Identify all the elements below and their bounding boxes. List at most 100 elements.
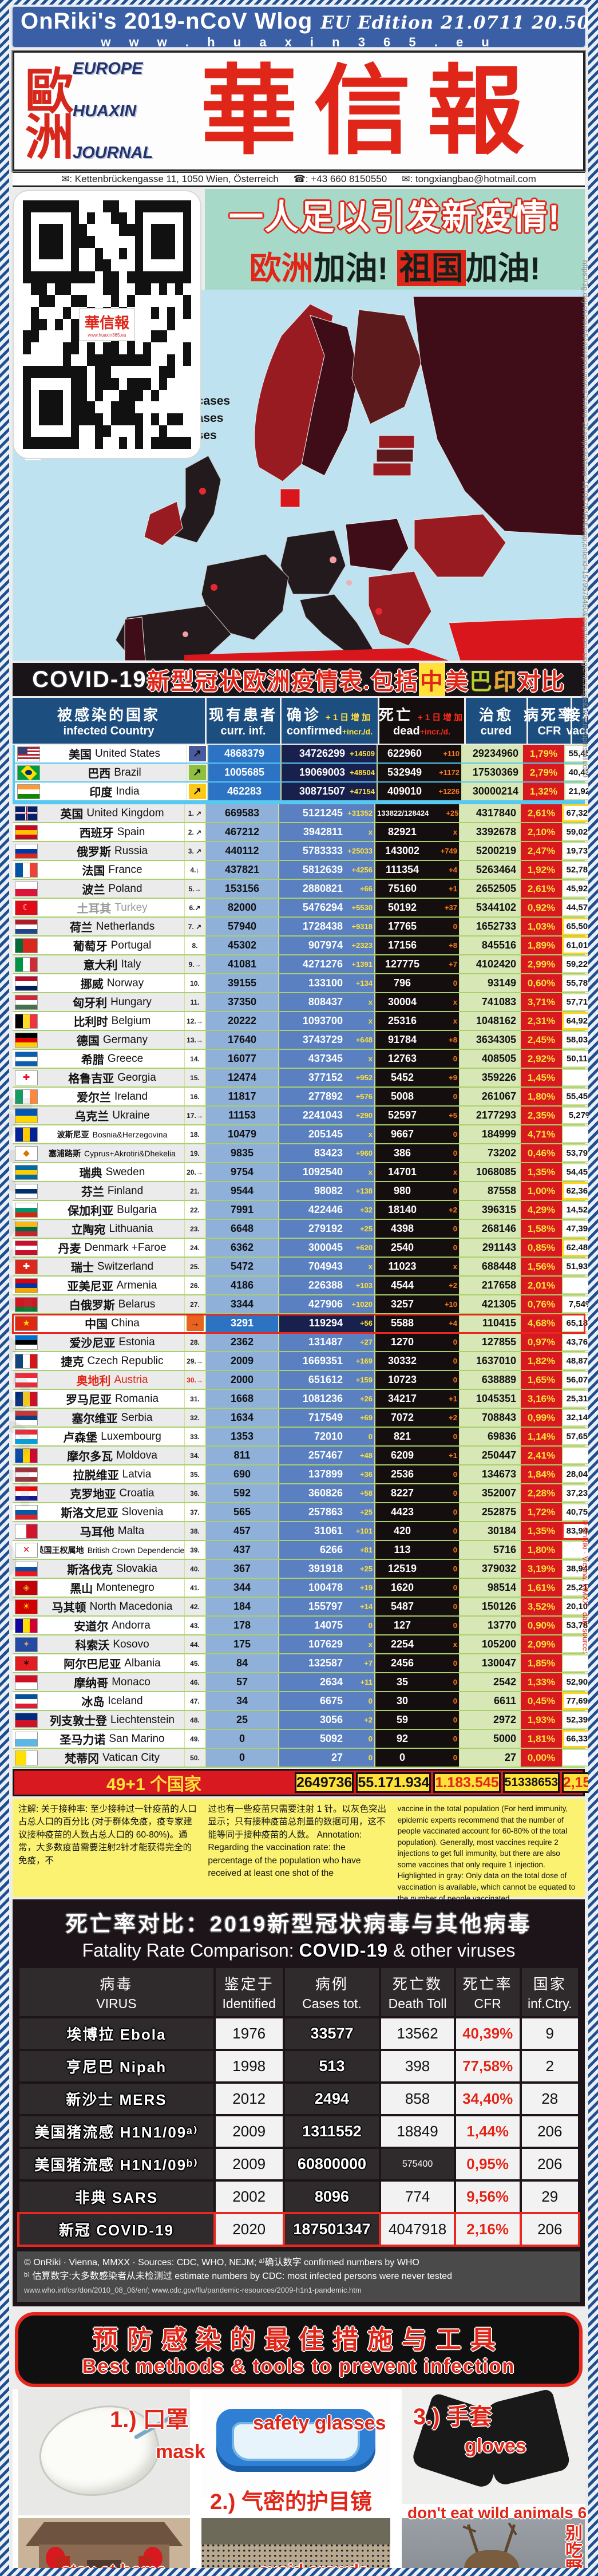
- confirmed-increase: +5530: [351, 903, 373, 912]
- cured-cell: 1652733: [459, 918, 520, 935]
- virus-header-cn: 国家: [533, 1976, 567, 1993]
- dead-increase: +2: [449, 1281, 457, 1290]
- header-en: confirmed+incr./d.: [287, 725, 373, 738]
- qr-module: [119, 247, 127, 260]
- qr-module: [143, 271, 151, 283]
- qr-module: [71, 271, 79, 283]
- virus-header-en: inf.Ctry.: [527, 1996, 572, 2011]
- country-name-cn: 马其顿: [52, 1602, 86, 1614]
- vaccination-cell: 37,23%: [562, 1484, 588, 1502]
- virus-name-cell: 美国猪流感 H1N1/09ᵇ⁾: [19, 2149, 213, 2179]
- qr-code[interactable]: 華信報 www.huaxin365.eu: [13, 190, 201, 459]
- qr-module: [135, 413, 143, 425]
- current-infections-cell: 17640: [205, 1031, 278, 1049]
- prevention-label: avoid crowds: [259, 2561, 369, 2568]
- qr-module: [23, 247, 31, 260]
- header-cn: 被感染的国家: [57, 704, 160, 725]
- dead-value: 6209: [390, 1449, 414, 1461]
- qr-module: [39, 200, 47, 212]
- country-flag: [15, 1240, 38, 1255]
- confirmed-increase: +648: [355, 1036, 373, 1044]
- flag-emblem: ◆: [23, 1148, 30, 1158]
- country-cell: 安道尔 Andorra: [40, 1617, 184, 1634]
- country-name-cn: 克罗地亚: [70, 1488, 116, 1501]
- flag-cell: ☀: [13, 1598, 40, 1615]
- side-source-note[interactable]: © OnRiki · Vienna, MMXX · data source:: [581, 1520, 588, 1653]
- country-cell: 英国王权属地 British Crown Dependencies: [40, 1541, 184, 1559]
- fatality-section: 死亡率对比：2019新型冠状病毒与其他病毒 Fatality Rate Comp…: [13, 1899, 585, 2306]
- flag-cell: [13, 1522, 40, 1540]
- death-toll-cell: 575400: [381, 2149, 454, 2179]
- side-source-note[interactable]: https://3g.dxy.cn/newh5/view/pneumonia?s…: [581, 260, 588, 777]
- email-address[interactable]: ✉: tongxiangbao@hotmail.com: [402, 173, 536, 184]
- qr-module: [23, 259, 31, 271]
- qr-module: [143, 248, 151, 260]
- qr-module: [47, 389, 55, 402]
- qr-module: [159, 307, 167, 319]
- qr-module: [63, 271, 71, 283]
- vaccination-cell: 52,78%: [562, 861, 588, 879]
- country-name-cn: 罗马尼亚: [65, 1394, 112, 1406]
- header-en: cured: [481, 725, 512, 738]
- qr-module: [159, 200, 167, 212]
- qr-module: [183, 295, 191, 307]
- phone-number[interactable]: ☎: +43 660 8150550: [293, 173, 387, 184]
- trend-arrow-icon: ↗: [188, 746, 206, 761]
- confirmed-cell: 3056 +2: [278, 1711, 374, 1729]
- confirmed-value: 808437: [308, 996, 343, 1008]
- confirmed-increase: +169: [355, 1357, 373, 1365]
- qr-module: [143, 377, 151, 390]
- postal-address: ✉: Kettenbrückengasse 11, 1050 Wien, Öst…: [61, 173, 279, 184]
- qr-module: [151, 319, 159, 331]
- site-url[interactable]: w w w . h u a x i n 3 6 5 . e u: [101, 35, 497, 49]
- rank-cell: 23.: [184, 1220, 205, 1238]
- country-name-cn: 梵蒂冈: [65, 1753, 100, 1765]
- cured-cell: 741083: [459, 993, 520, 1011]
- qr-module: [95, 236, 103, 248]
- country-cell: 丹麦 Denmark +Faroe: [40, 1239, 184, 1257]
- country-name-en: Finland: [107, 1184, 144, 1197]
- confirmed-increase: 0: [368, 1697, 373, 1705]
- confirmed-cell: 107629 x: [278, 1635, 374, 1653]
- country-flag: [15, 1372, 38, 1388]
- cured-cell: 708843: [459, 1409, 520, 1427]
- virus-column-header: 国家 inf.Ctry.: [521, 1968, 578, 2016]
- slogan-segment: 祖国: [397, 250, 466, 286]
- prevention-title-en: Best methods & tools to prevent infectio…: [82, 2356, 516, 2377]
- qr-module: [103, 248, 111, 260]
- confirmed-value: 27: [331, 1752, 343, 1763]
- prevention-grid: 1.) 口罩 mask safety glasses 2.) 气密的护目镜 3.) 手套…: [13, 2389, 588, 2568]
- country-name-en: Poland: [108, 882, 142, 895]
- qr-module: [175, 425, 183, 437]
- qr-module: [23, 200, 31, 212]
- rank-cell: 44.: [184, 1635, 205, 1653]
- country-name-en: Romania: [114, 1392, 159, 1405]
- qr-module: [167, 247, 175, 260]
- qr-module: [167, 378, 175, 390]
- qr-module: [31, 390, 39, 402]
- qr-module: [95, 354, 103, 366]
- dead-increase: 0: [453, 1659, 457, 1668]
- header-incr-en: +incr./d.: [342, 727, 373, 736]
- current-infections-cell: 2362: [205, 1333, 278, 1351]
- qr-module: [167, 366, 175, 378]
- cases-cell: 2494: [284, 2084, 379, 2114]
- confirmed-cell: 6675 0: [278, 1692, 374, 1710]
- source-urls[interactable]: www.who.int/csr/don/2010_08_06/en/; www.…: [24, 2286, 362, 2294]
- title-segment: 印: [493, 669, 517, 694]
- flag-emblem: ✚: [22, 1073, 30, 1082]
- virus-column-header: 死亡率 CFR: [456, 1968, 520, 2016]
- qr-module: [151, 342, 159, 354]
- qr-module: [111, 377, 119, 390]
- rank-cell: 16.: [184, 1088, 205, 1105]
- country-flag: [17, 746, 40, 761]
- table-row: 斯洛伐克 Slovakia 40. 367 391918 +25 12519 0 379032 3…: [13, 1560, 588, 1579]
- country-flag: [15, 1183, 38, 1199]
- qr-module: [31, 259, 39, 271]
- qr-module: [31, 283, 39, 295]
- confirmed-value: 5092: [319, 1733, 343, 1744]
- current-infections-cell: 20222: [205, 1012, 278, 1030]
- qr-module: [175, 236, 183, 248]
- country-flag: [15, 1731, 38, 1747]
